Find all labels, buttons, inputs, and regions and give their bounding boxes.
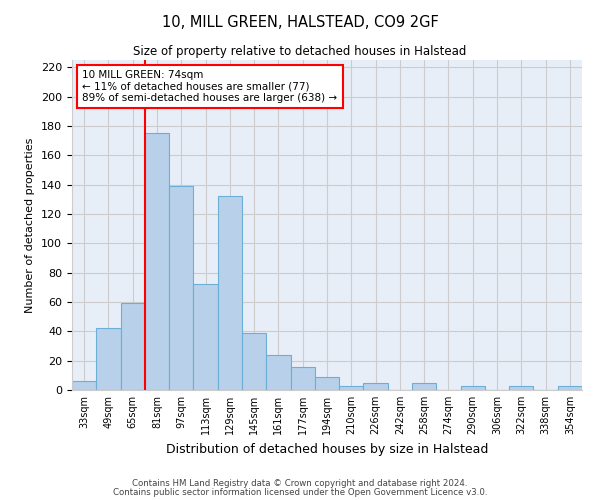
Bar bbox=[315, 377, 339, 390]
Text: Contains public sector information licensed under the Open Government Licence v3: Contains public sector information licen… bbox=[113, 488, 487, 497]
Text: 10 MILL GREEN: 74sqm
← 11% of detached houses are smaller (77)
89% of semi-detac: 10 MILL GREEN: 74sqm ← 11% of detached h… bbox=[82, 70, 337, 103]
Bar bbox=[242, 333, 266, 390]
Bar bbox=[121, 304, 145, 390]
Text: 10, MILL GREEN, HALSTEAD, CO9 2GF: 10, MILL GREEN, HALSTEAD, CO9 2GF bbox=[161, 15, 439, 30]
Bar bbox=[169, 186, 193, 390]
Y-axis label: Number of detached properties: Number of detached properties bbox=[25, 138, 35, 312]
Bar bbox=[266, 355, 290, 390]
Bar bbox=[96, 328, 121, 390]
X-axis label: Distribution of detached houses by size in Halstead: Distribution of detached houses by size … bbox=[166, 442, 488, 456]
Bar bbox=[193, 284, 218, 390]
Text: Size of property relative to detached houses in Halstead: Size of property relative to detached ho… bbox=[133, 45, 467, 58]
Bar bbox=[364, 382, 388, 390]
Bar bbox=[461, 386, 485, 390]
Text: Contains HM Land Registry data © Crown copyright and database right 2024.: Contains HM Land Registry data © Crown c… bbox=[132, 478, 468, 488]
Bar bbox=[339, 386, 364, 390]
Bar bbox=[558, 386, 582, 390]
Bar bbox=[145, 134, 169, 390]
Bar bbox=[290, 366, 315, 390]
Bar bbox=[72, 381, 96, 390]
Bar bbox=[509, 386, 533, 390]
Bar bbox=[218, 196, 242, 390]
Bar bbox=[412, 382, 436, 390]
